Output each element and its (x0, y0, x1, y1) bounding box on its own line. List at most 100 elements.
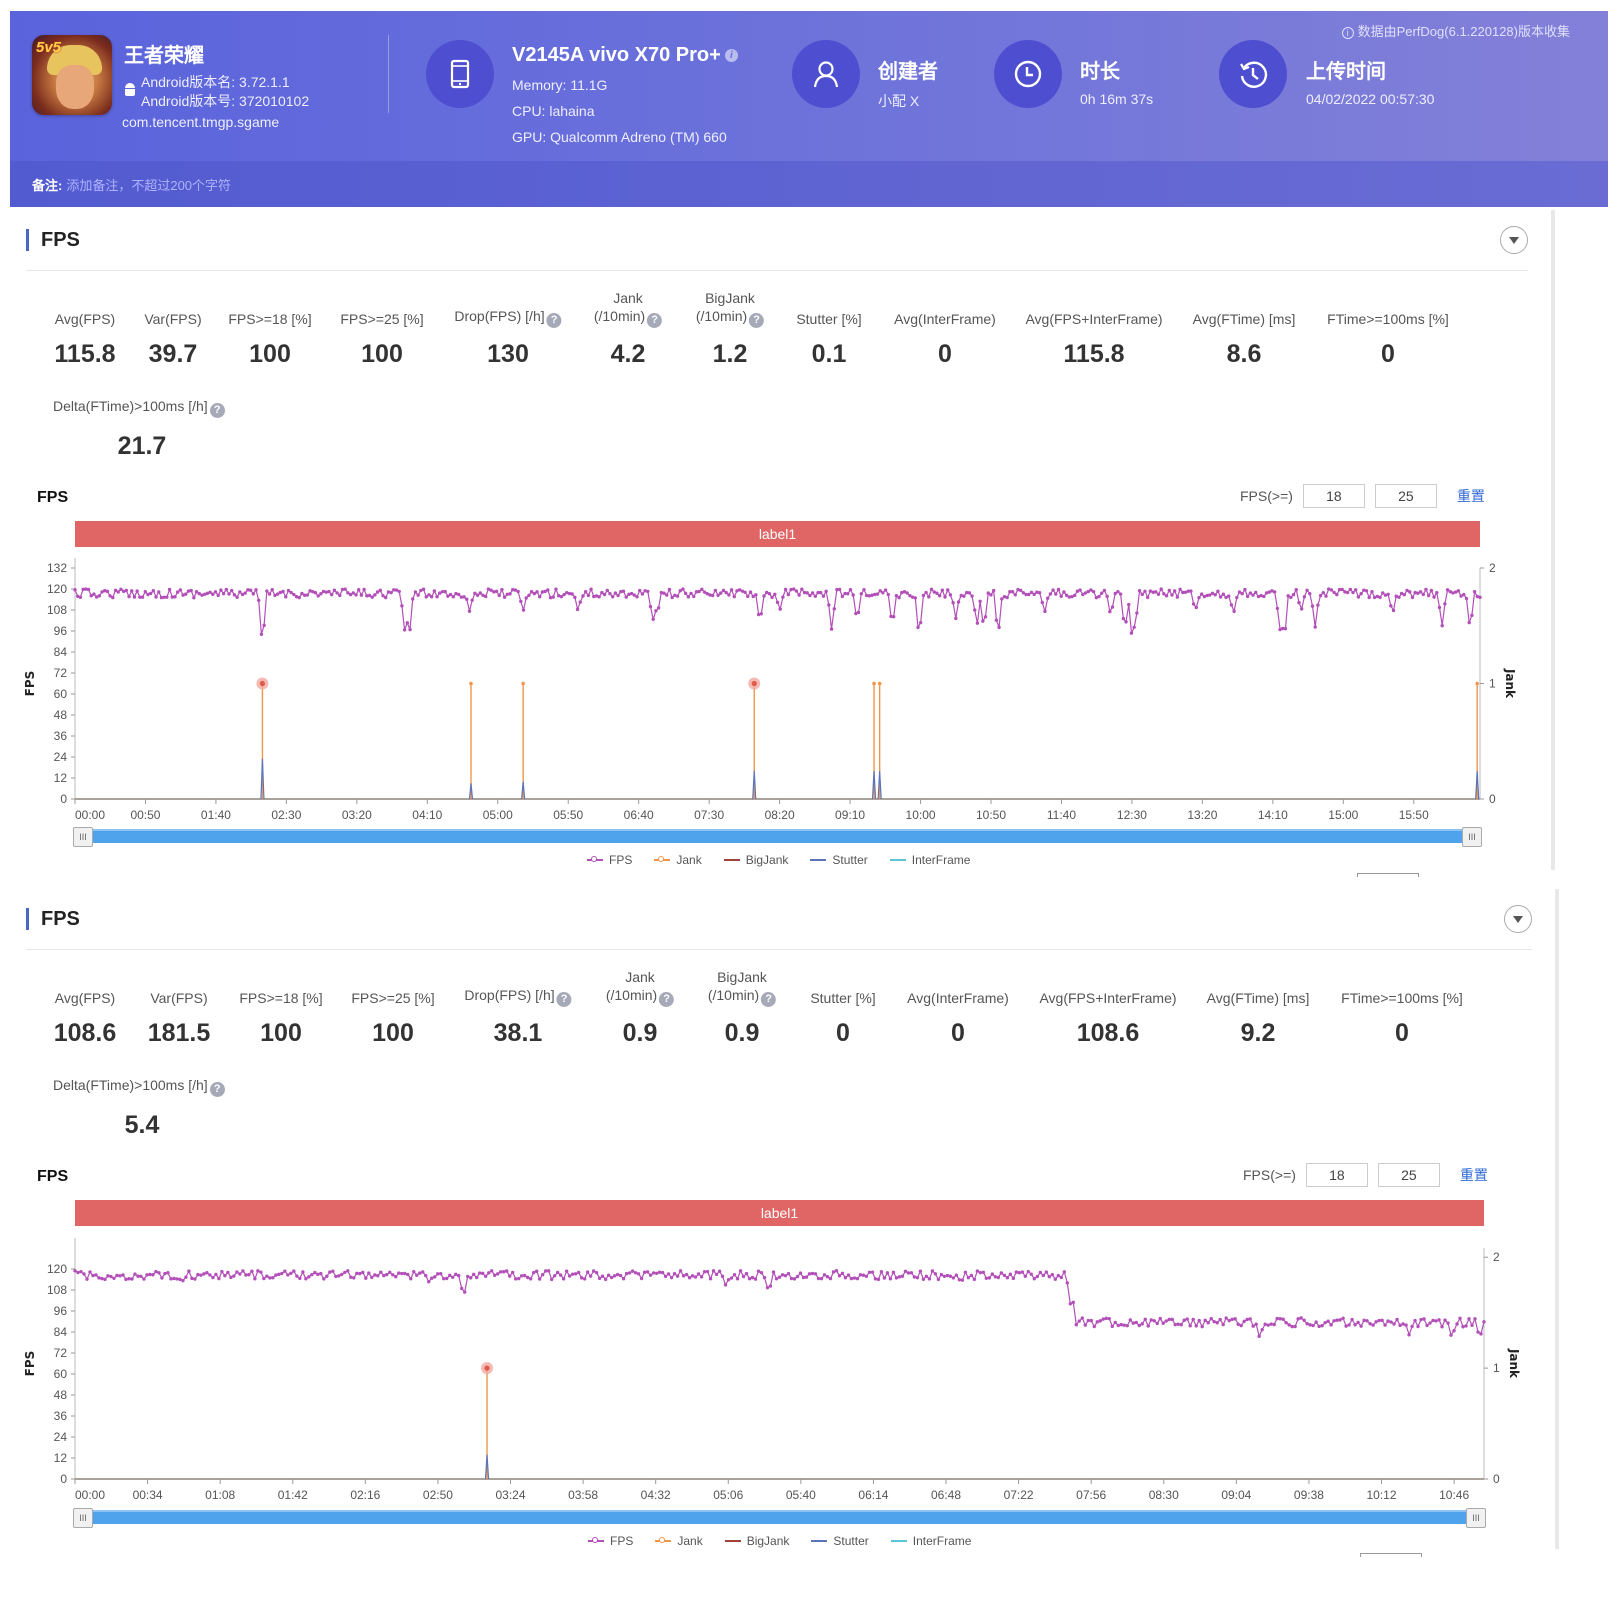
fps-point (1323, 1320, 1327, 1325)
fps-point (1425, 1323, 1429, 1328)
bigjank-marker[interactable] (484, 1365, 490, 1371)
jank-point[interactable] (877, 681, 882, 686)
legend-item-fps[interactable]: FPS (588, 1534, 633, 1548)
jank-point[interactable] (1475, 681, 1479, 686)
fps-point (381, 593, 385, 598)
fps-point (1162, 592, 1166, 596)
fps-point (1422, 1317, 1426, 1321)
metric-label-text: Drop(FPS) [/h] (464, 987, 555, 1003)
fps-point (1043, 609, 1047, 614)
label-bar[interactable]: label1 (75, 1200, 1484, 1226)
device-info-icon[interactable]: i (724, 49, 738, 63)
help-icon[interactable]: ? (659, 992, 675, 1007)
fps-threshold-input-2[interactable] (1377, 1163, 1440, 1187)
jank-point[interactable] (521, 681, 525, 686)
metric-drop-fps-h: Drop(FPS) [/h]? 130 (454, 290, 562, 369)
time-range-slider[interactable]: III III (73, 827, 1482, 847)
fps-point (1158, 1316, 1162, 1321)
fps-point (1370, 589, 1374, 594)
bigjank-marker[interactable] (259, 680, 266, 687)
time-range-slider[interactable]: III III (73, 1508, 1486, 1528)
help-icon[interactable]: ? (556, 992, 572, 1007)
fps-threshold-input-2[interactable] (1374, 484, 1437, 508)
fps-point (439, 1271, 443, 1276)
range-handle-right[interactable]: III (1462, 827, 1482, 847)
fps-point (247, 1273, 251, 1277)
fps-point (1104, 1316, 1108, 1321)
fps-point (713, 588, 718, 593)
fps-point (375, 590, 380, 594)
legend-swatch (654, 856, 671, 862)
jank-point[interactable] (872, 681, 876, 686)
help-icon[interactable]: ? (209, 1082, 225, 1097)
page-scrollbar[interactable] (1555, 889, 1559, 1549)
legend-item-stutter[interactable]: Stutter (810, 853, 868, 867)
fps-point (964, 590, 969, 595)
fps-point (262, 623, 266, 628)
fps-point (1002, 594, 1007, 599)
reset-button[interactable]: 重置 (1459, 1167, 1488, 1183)
fps-point (259, 632, 264, 636)
help-icon[interactable]: ? (647, 313, 663, 328)
help-icon[interactable]: ? (546, 313, 562, 328)
range-handle-right[interactable]: III (1466, 1508, 1486, 1528)
fps-point (957, 1278, 962, 1282)
legend-item-jank[interactable]: Jank (655, 1534, 703, 1548)
jank-point[interactable] (469, 681, 473, 686)
fps-point (1134, 1320, 1138, 1325)
bigjank-marker[interactable] (751, 680, 757, 687)
fps-point (496, 1272, 500, 1276)
legend-item-bigjank[interactable]: BigJank (723, 853, 788, 867)
fps-point (1008, 1272, 1013, 1276)
fps-point (645, 1270, 650, 1274)
fps-point (1467, 620, 1471, 625)
fps-point (1305, 588, 1309, 592)
fps-point (265, 589, 269, 593)
help-icon[interactable]: ? (761, 992, 777, 1007)
x-tick-label: 00:00 (75, 1488, 105, 1502)
fps-point (1275, 1316, 1279, 1321)
help-icon[interactable]: ? (209, 403, 225, 418)
fps-point (1278, 1317, 1282, 1321)
label-bar[interactable]: label1 (75, 521, 1480, 547)
section-divider (26, 949, 1532, 950)
fps-point (1383, 1323, 1387, 1327)
metric-label-text: FPS>=18 [%] (228, 311, 312, 327)
fps-point (205, 591, 210, 596)
fps-point (775, 600, 780, 605)
legend-item-stutter[interactable]: Stutter (811, 1534, 869, 1548)
legend-item-jank[interactable]: Jank (654, 853, 702, 867)
reset-button[interactable]: 重置 (1456, 488, 1485, 504)
fps-point (1237, 590, 1242, 594)
legend-swatch (723, 859, 740, 861)
fps-threshold-input-1[interactable] (1305, 1163, 1368, 1187)
fps-point (660, 1270, 665, 1275)
page-scrollbar[interactable] (1551, 210, 1555, 870)
help-icon[interactable]: ? (749, 313, 765, 328)
range-handle-left[interactable]: III (73, 1508, 93, 1528)
metric-value: 9.2 (1240, 1019, 1276, 1047)
legend-item-fps[interactable]: FPS (587, 853, 632, 867)
fps-point (1032, 1276, 1037, 1281)
fps-point (243, 591, 247, 595)
collapse-button[interactable] (1500, 226, 1528, 254)
y2-axis-title: Jank (1507, 1348, 1521, 1379)
fps-point (1065, 1281, 1069, 1285)
legend-item-interframe[interactable]: InterFrame (889, 853, 970, 867)
collapse-button[interactable] (1504, 905, 1532, 933)
legend-item-interframe[interactable]: InterFrame (890, 1534, 971, 1548)
notes-input[interactable]: 添加备注，不超过200个字符 (66, 177, 232, 193)
fps-point (648, 1273, 653, 1277)
fps-point (1332, 1319, 1336, 1323)
fps-point (1359, 1324, 1363, 1328)
fps-point (1240, 591, 1244, 596)
legend-item-bigjank[interactable]: BigJank (724, 1534, 789, 1548)
fps-threshold-input-1[interactable] (1302, 484, 1365, 508)
fps-point (486, 587, 491, 591)
fps-point (1075, 589, 1080, 593)
range-handle-left[interactable]: III (73, 827, 93, 847)
fps-point (881, 591, 885, 595)
fps-point (954, 1273, 959, 1277)
